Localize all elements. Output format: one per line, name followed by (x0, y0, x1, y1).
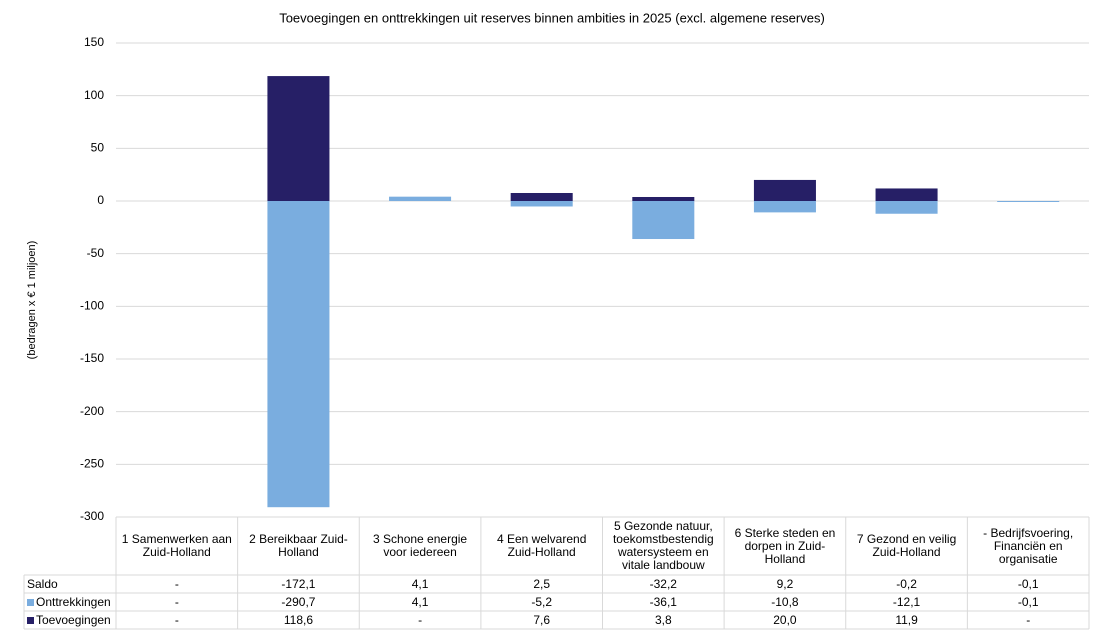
category-label: 7 Gezond en veilig Zuid-Holland (856, 532, 957, 559)
y-tick-label: -100 (80, 299, 104, 313)
table-value: -172,1 (281, 576, 316, 591)
y-tick-label: 150 (84, 35, 104, 49)
table-value: 4,1 (411, 576, 429, 591)
table-value: 2,5 (533, 576, 551, 591)
chart-title: Toevoegingen en onttrekkingen uit reserv… (279, 10, 825, 25)
y-tick-label: -150 (80, 351, 104, 365)
legend-key (27, 598, 34, 606)
table-value: 9,2 (776, 576, 794, 591)
legend-entry: Saldo (24, 575, 116, 593)
y-tick-label: -50 (87, 246, 105, 260)
legend-label: Onttrekkingen (36, 594, 111, 609)
table-value: -290,7 (281, 594, 316, 609)
table-value: -0,1 (1017, 576, 1039, 591)
category-label: 2 Bereikbaar Zuid-Holland (249, 532, 348, 559)
bar (632, 201, 695, 240)
bar (267, 201, 330, 508)
y-tick-label: 0 (97, 193, 104, 207)
category-label: 1 Samenwerken aan Zuid-Holland (121, 532, 232, 559)
y-tick-label: -200 (80, 404, 104, 418)
legend-entry: Onttrekkingen (24, 593, 116, 611)
table-value: -5,2 (531, 594, 553, 609)
table-value: -32,2 (649, 576, 677, 591)
bar (267, 76, 330, 201)
table-value: -0,1 (1017, 594, 1039, 609)
bar (875, 188, 938, 201)
table-value: - (174, 612, 179, 627)
table-value: 20,0 (773, 612, 797, 627)
category-label: 3 Schone energie voor iedereen (373, 532, 468, 559)
y-tick-label: 100 (84, 88, 104, 102)
y-tick-label: -250 (80, 457, 104, 471)
bar (510, 192, 573, 201)
table-value: - (174, 594, 179, 609)
y-tick-label: 50 (91, 141, 105, 155)
table-value: 118,6 (283, 612, 313, 627)
bar (875, 201, 938, 214)
table-value: -10,8 (771, 594, 799, 609)
table-value: 11,9 (895, 612, 918, 627)
table-value: 3,8 (654, 612, 672, 627)
legend-key (27, 616, 34, 624)
bar (997, 201, 1060, 202)
bar (753, 179, 816, 201)
legend-entry: Toevoegingen (24, 611, 116, 629)
bar (632, 196, 695, 201)
y-tick-label: -300 (80, 509, 104, 523)
category-label: 5 Gezonde natuur, toekomstbestendig wate… (612, 519, 714, 572)
legend-label: Toevoegingen (36, 612, 111, 627)
bar (753, 201, 816, 213)
bar (510, 201, 573, 207)
bar (389, 196, 452, 201)
category-label: - Bedrijfsvoering, Financiën en organisa… (983, 525, 1074, 566)
table-value: -12,1 (892, 594, 921, 609)
table-value: -0,2 (896, 576, 917, 591)
table-value: 4,1 (411, 594, 429, 609)
table-value: -36,1 (649, 594, 677, 609)
table-value: 7,6 (533, 612, 551, 627)
legend-label: Saldo (27, 576, 58, 591)
table-value: - (174, 576, 179, 591)
table-value: - (418, 612, 423, 627)
y-axis-label: (bedragen x € 1 miljoen) (26, 241, 38, 360)
category-label: 4 Een welvarend Zuid-Holland (496, 532, 587, 559)
table-value: - (1026, 612, 1031, 627)
category-label: 6 Sterke steden en dorpen in Zuid-Hollan… (734, 525, 836, 566)
